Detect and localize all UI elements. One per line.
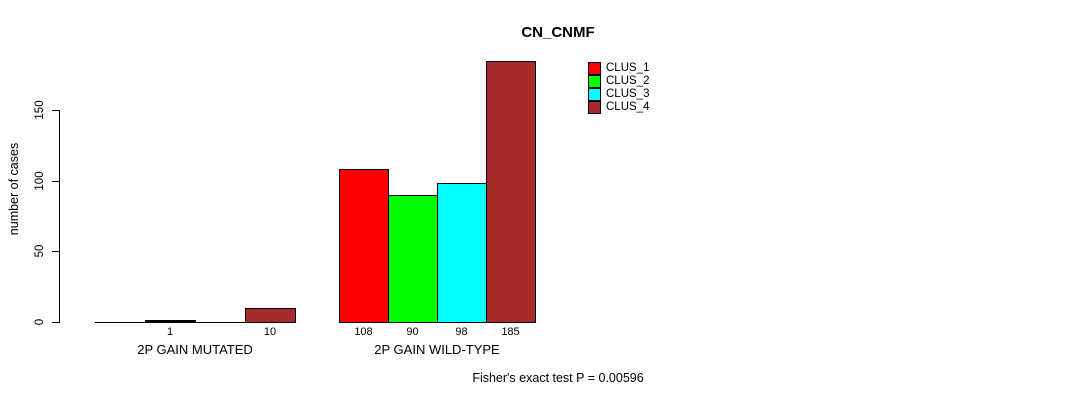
bar-clus_3 <box>437 183 487 323</box>
y-tick-label: 100 <box>34 171 46 191</box>
y-tick-label: 150 <box>34 100 46 120</box>
legend-item-clus_2: CLUS_2 <box>588 75 649 88</box>
legend-item-clus_3: CLUS_3 <box>588 88 649 101</box>
y-tick <box>52 251 60 253</box>
y-tick-label: 0 <box>34 318 46 326</box>
legend-swatch-clus_4 <box>588 101 601 114</box>
legend-label: CLUS_3 <box>606 88 650 100</box>
bar-value-label: 90 <box>406 326 419 338</box>
fisher-test-annotation: Fisher's exact test P = 0.00596 <box>472 371 644 385</box>
legend-swatch-clus_1 <box>588 62 601 75</box>
bar-clus_4 <box>486 60 536 323</box>
legend-item-clus_4: CLUS_4 <box>588 101 649 114</box>
legend: CLUS_1 CLUS_2 CLUS_3 CLUS_4 <box>588 62 649 114</box>
group-label: 2P GAIN WILD-TYPE <box>374 342 500 357</box>
bar-clus_4 <box>245 307 296 323</box>
bar-clus_2 <box>388 194 438 323</box>
bar-value-label: 108 <box>354 326 373 338</box>
y-tick <box>52 110 60 111</box>
group-baseline <box>95 322 295 323</box>
bar-value-label: 10 <box>263 326 277 338</box>
y-axis-label: number of cases <box>7 142 21 236</box>
y-axis-line <box>59 110 60 323</box>
legend-item-clus_1: CLUS_1 <box>588 62 649 75</box>
y-tick <box>52 180 60 182</box>
legend-label: CLUS_4 <box>606 101 650 113</box>
bar-clus_2 <box>145 320 196 322</box>
bar-clus_1 <box>339 169 389 323</box>
bar-value-label: 185 <box>501 326 520 338</box>
chart-title: CN_CNMF <box>521 24 595 41</box>
group-label: 2P GAIN MUTATED <box>137 342 253 357</box>
bar-value-label: 1 <box>166 326 174 338</box>
y-tick-label: 50 <box>34 244 46 258</box>
legend-label: CLUS_2 <box>606 75 650 87</box>
y-tick <box>52 322 60 323</box>
legend-label: CLUS_1 <box>606 62 650 74</box>
legend-swatch-clus_3 <box>588 88 601 101</box>
bar-value-label: 98 <box>455 326 468 338</box>
legend-swatch-clus_2 <box>588 75 601 88</box>
